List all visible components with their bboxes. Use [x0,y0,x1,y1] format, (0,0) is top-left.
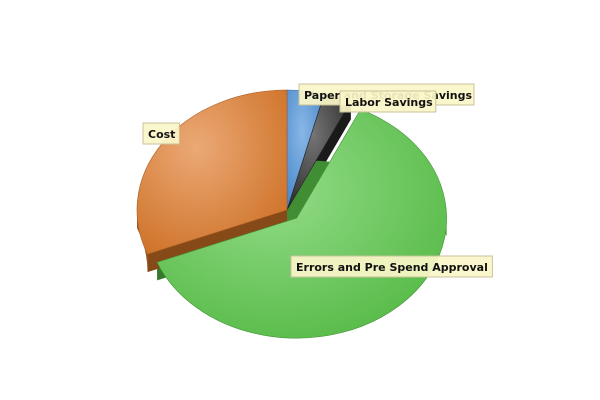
slice-label-1: Labor Savings [345,96,433,109]
slice-label-3: Cost [148,128,175,141]
pie-top-group [136,89,447,339]
slice-label-box-1 [339,90,437,113]
slice-label-2: Errors and Pre Spend Approval [296,261,488,274]
pie-slice-errors-and-pre-spend-approval [156,109,447,339]
slice-label-box-2 [290,255,493,278]
slice-label-box-3 [142,122,180,145]
